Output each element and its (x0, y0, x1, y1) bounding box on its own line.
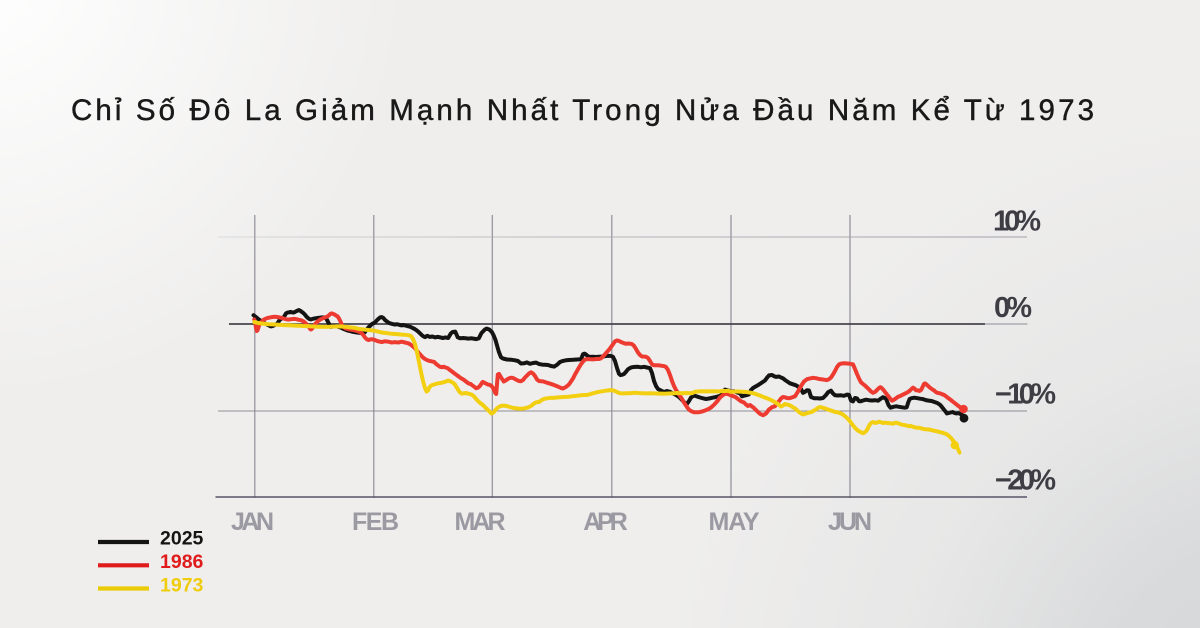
svg-text:1986: 1986 (160, 551, 204, 573)
svg-text:2025: 2025 (160, 528, 204, 550)
svg-text:MAY: MAY (709, 508, 760, 536)
svg-text:JAN: JAN (231, 508, 274, 536)
svg-text:FEB: FEB (352, 508, 399, 536)
svg-text:Chỉ Số Đô La Giảm Mạnh Nhất Tr: Chỉ Số Đô La Giảm Mạnh Nhất Trong Nửa Đầ… (71, 94, 1094, 127)
svg-text:−10%: −10% (995, 379, 1056, 411)
svg-text:JUN: JUN (828, 508, 872, 536)
svg-text:APR: APR (583, 508, 628, 536)
svg-text:MAR: MAR (455, 508, 506, 536)
svg-text:10%: 10% (993, 206, 1041, 238)
svg-text:−20%: −20% (995, 465, 1056, 497)
svg-text:0%: 0% (994, 292, 1032, 324)
svg-text:1973: 1973 (160, 574, 204, 596)
